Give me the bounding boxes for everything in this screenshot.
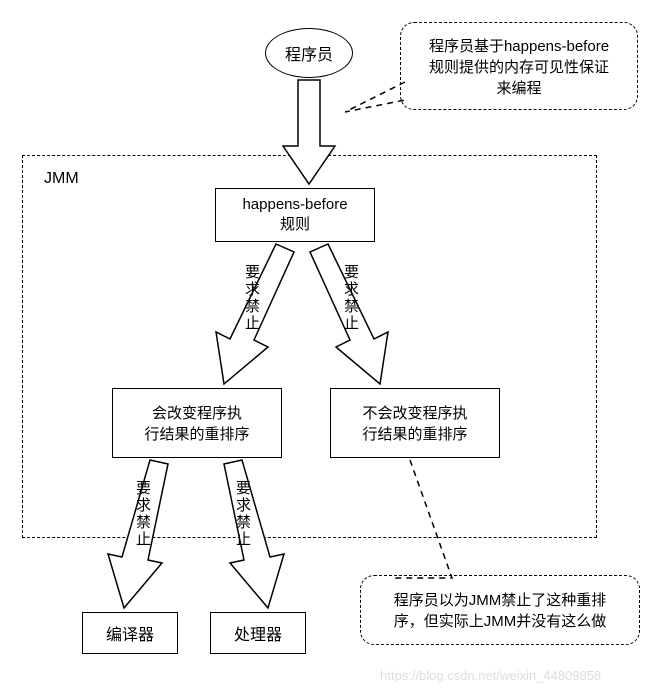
node-right-label: 不会改变程序执 行结果的重排序 [362, 402, 467, 444]
node-compiler: 编译器 [82, 612, 178, 654]
node-compiler-label: 编译器 [106, 621, 154, 645]
arrow-rule-left-label: 要求禁止 [241, 264, 262, 332]
node-processor: 处理器 [210, 612, 306, 654]
node-rule-label: happens-before 规则 [242, 196, 347, 234]
arrow-left-compiler-label: 要求禁止 [132, 480, 153, 548]
arrow-rule-right-label: 要求禁止 [340, 264, 361, 332]
arrow-left-processor-label: 要求禁止 [232, 480, 253, 548]
node-left-label: 会改变程序执 行结果的重排序 [144, 402, 249, 444]
node-left: 会改变程序执 行结果的重排序 [112, 388, 282, 458]
node-programmer-label: 程序员 [285, 41, 333, 65]
jmm-label: JMM [44, 170, 79, 188]
callout-top-text: 程序员基于happens-before 规则提供的内存可见性保证 来编程 [429, 35, 609, 98]
node-rule: happens-before 规则 [215, 188, 375, 242]
watermark-text: https://blog.csdn.net/weixin_44809858 [380, 668, 601, 683]
callout-top: 程序员基于happens-before 规则提供的内存可见性保证 来编程 [400, 22, 638, 110]
callout-top-tail [345, 78, 415, 118]
callout-bottom-text: 程序员以为JMM禁止了这种重排 序，但实际上JMM并没有这么做 [394, 589, 607, 631]
node-processor-label: 处理器 [234, 621, 282, 645]
node-programmer: 程序员 [265, 28, 353, 78]
node-right: 不会改变程序执 行结果的重排序 [330, 388, 500, 458]
callout-bottom-tail [388, 460, 458, 585]
arrow-left-processor [218, 460, 290, 610]
arrow-programmer-rule [283, 80, 335, 186]
callout-bottom: 程序员以为JMM禁止了这种重排 序，但实际上JMM并没有这么做 [360, 575, 640, 645]
